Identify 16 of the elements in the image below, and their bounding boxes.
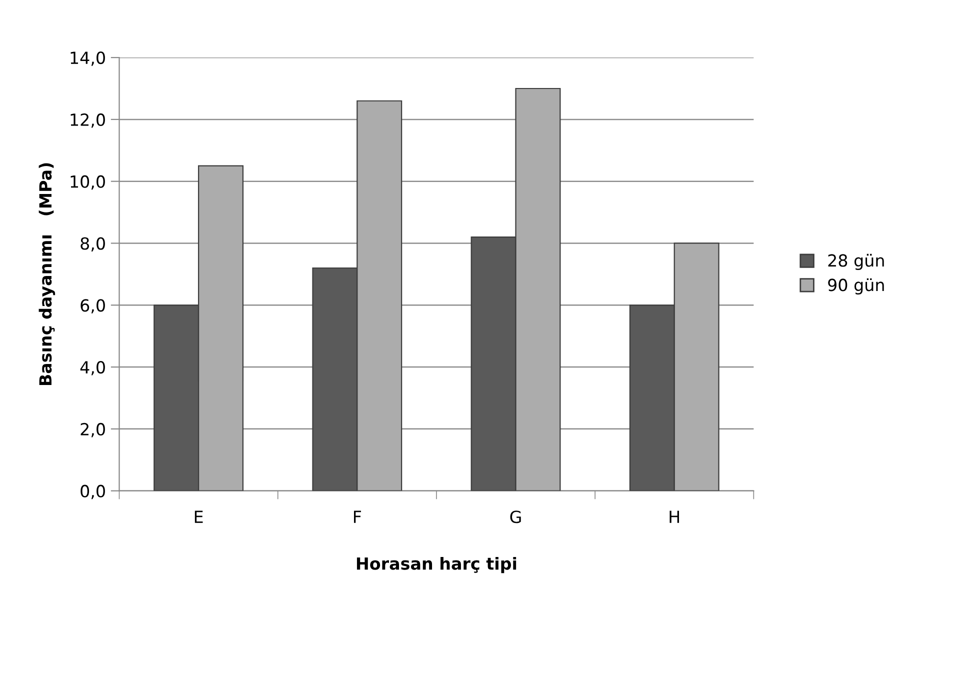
x-tick-label: G bbox=[510, 510, 521, 524]
y-tick-label: 8,0 bbox=[80, 237, 105, 252]
legend-label: 28 gün bbox=[828, 254, 884, 270]
legend-label: 90 gün bbox=[828, 278, 884, 294]
x-axis-title: Horasan harç tipi bbox=[356, 556, 516, 574]
y-tick-label: 2,0 bbox=[80, 422, 105, 438]
y-tick-label: 6,0 bbox=[80, 299, 105, 314]
y-tick-label: 0,0 bbox=[80, 484, 105, 500]
y-tick-label: 12,0 bbox=[70, 113, 105, 128]
y-tick-label: 14,0 bbox=[70, 52, 105, 66]
y-tick-label: 4,0 bbox=[80, 360, 105, 376]
y-axis-title: Basınç dayanımı (MPa) bbox=[38, 163, 56, 386]
x-tick-label: F bbox=[354, 510, 361, 523]
y-tick-label: 10,0 bbox=[70, 175, 105, 190]
x-tick-label: H bbox=[670, 510, 679, 523]
x-tick-label: E bbox=[194, 510, 203, 523]
